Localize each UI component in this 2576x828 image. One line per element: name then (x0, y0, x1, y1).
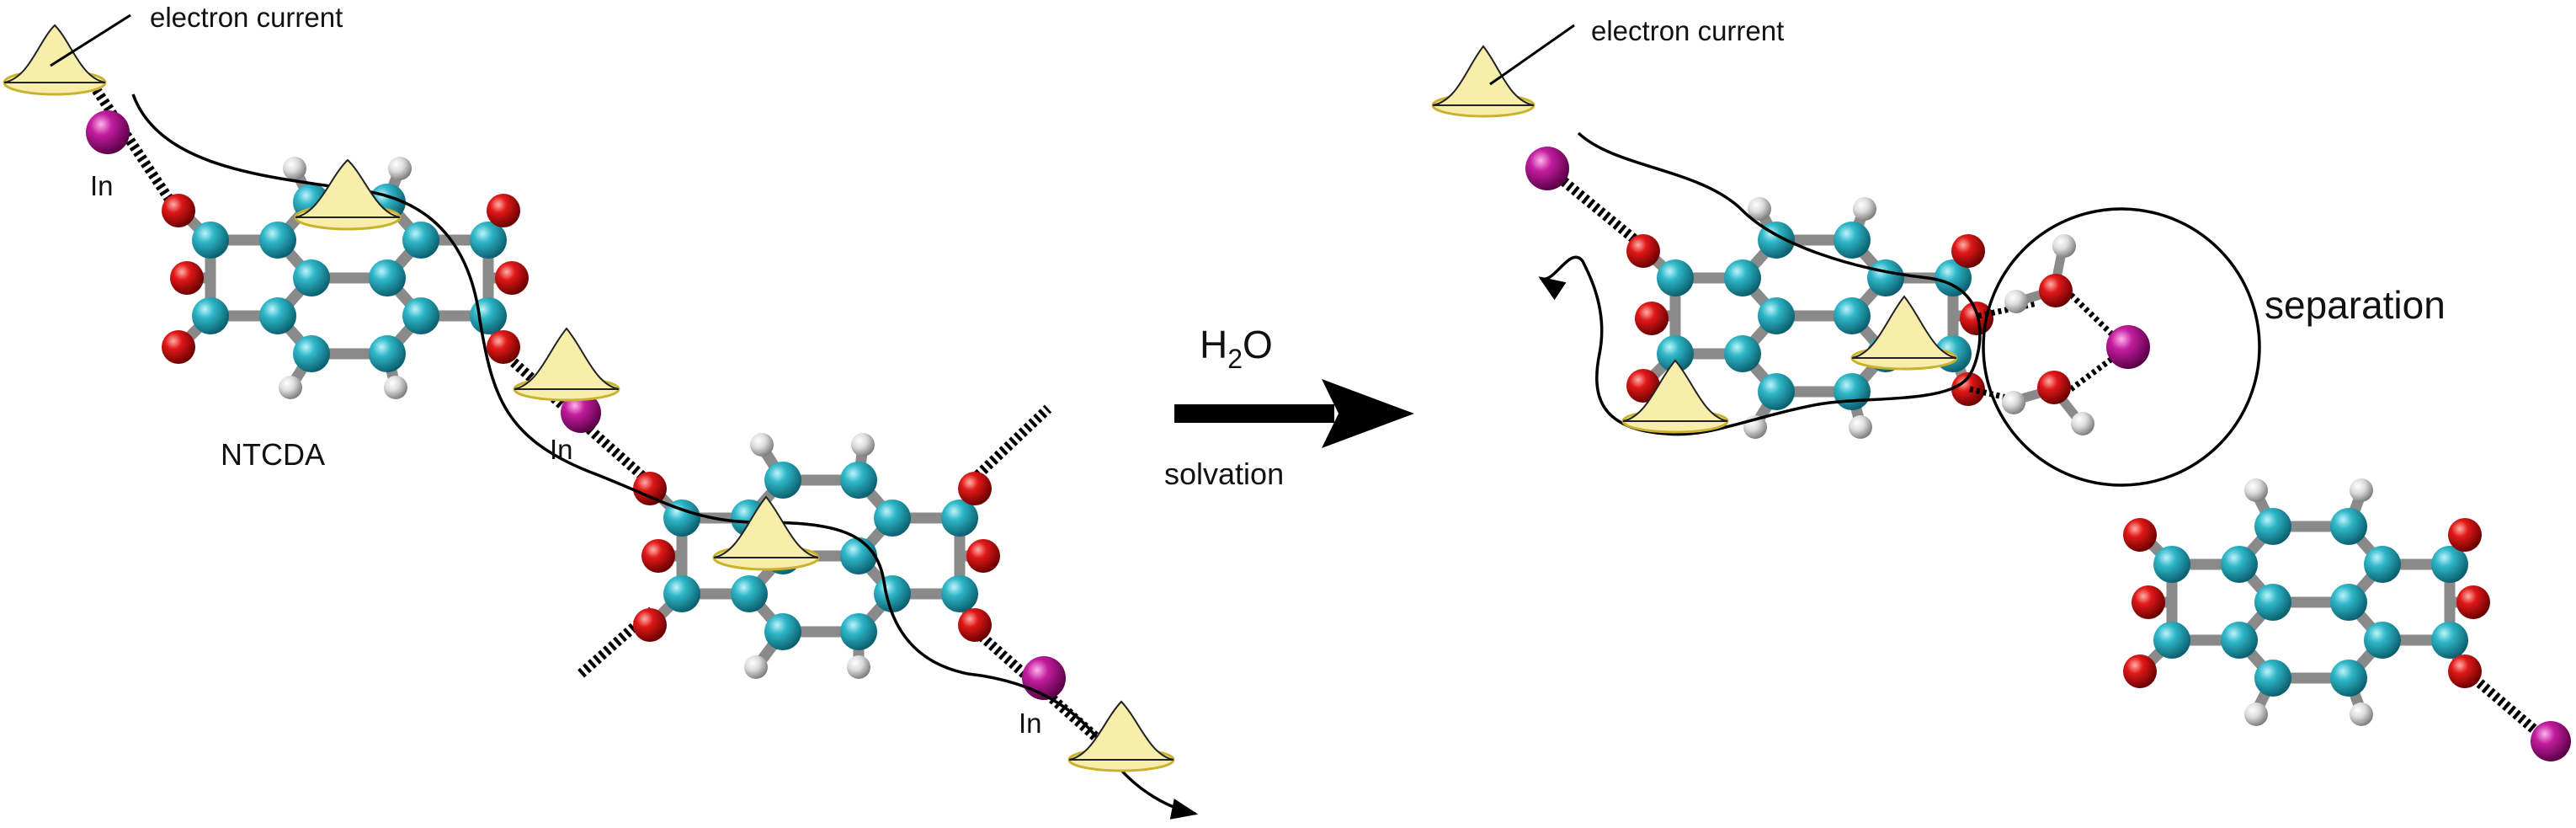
ntcda-molecule-4-bonds (2137, 487, 2472, 718)
electron-cone-5 (1067, 700, 1175, 772)
in-label-1: In (90, 170, 114, 201)
reaction-arrow: H2O solvation (1164, 323, 1414, 491)
solvation-label: solvation (1164, 457, 1284, 491)
indium-atom-3 (1022, 656, 1066, 700)
electron-cone-4 (712, 495, 820, 571)
ntcda-molecule-4-atoms (2123, 478, 2490, 726)
electron-current-path-right (1538, 131, 1982, 436)
solvated-system: electron current separation (1431, 15, 2571, 761)
ntcda-in-chain: electron current In In In NTCDA (3, 2, 1199, 820)
in-bond-right-top (1550, 168, 1649, 253)
electron-cone-right-2 (1850, 295, 1958, 371)
indium-atom-2 (561, 393, 601, 433)
ntcda-molecule-1-atoms (162, 157, 529, 399)
indium-atom-right-bottom (2531, 721, 2571, 761)
in-bond-right-bottom (2451, 657, 2541, 737)
ntcda-molecule-2-atoms (633, 433, 1000, 679)
electron-current-pointer-right (1489, 24, 1575, 86)
separation-label: separation (2265, 283, 2446, 327)
electron-current-label-right: electron current (1591, 15, 1784, 46)
ntcda-label: NTCDA (221, 437, 325, 472)
in-label-2: In (550, 434, 573, 465)
electron-cone-3 (513, 327, 620, 402)
in-bonds (88, 81, 1123, 762)
electron-cone-right-1 (1431, 45, 1535, 118)
indium-atom-right-top (1525, 147, 1569, 190)
electron-current-pointer-left (50, 13, 131, 67)
electron-cone-1 (3, 24, 107, 96)
electron-cone-right-3 (1621, 359, 1729, 434)
solvation-shell (1969, 207, 2261, 487)
electron-cone-2 (294, 158, 402, 231)
in-label-3: In (1019, 708, 1042, 739)
indium-atom-1 (86, 110, 130, 154)
h2o-label: H2O (1200, 323, 1273, 374)
electron-current-label-left: electron current (150, 2, 343, 33)
